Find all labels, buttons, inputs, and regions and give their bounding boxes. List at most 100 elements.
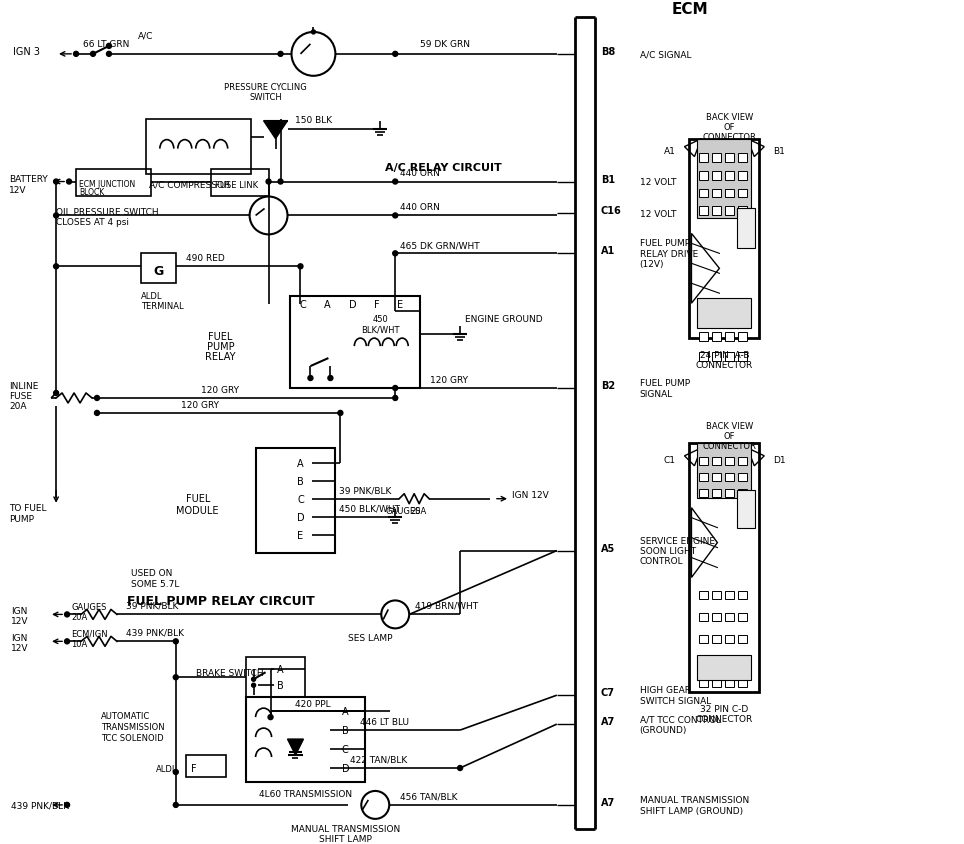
Bar: [211, 170, 269, 197]
Text: MODULE: MODULE: [176, 505, 219, 515]
Text: B: B: [342, 725, 349, 735]
Text: CONNECTOR: CONNECTOR: [696, 360, 753, 369]
Text: A/C COMPRESSOR: A/C COMPRESSOR: [148, 180, 230, 189]
Text: CLOSES AT 4 psi: CLOSES AT 4 psi: [56, 218, 129, 227]
Bar: [697, 139, 751, 219]
Bar: [738, 189, 747, 198]
Bar: [738, 614, 747, 622]
Text: A: A: [278, 664, 283, 674]
Text: IGN 3: IGN 3: [13, 46, 40, 57]
Text: A5: A5: [601, 543, 615, 553]
Circle shape: [392, 386, 398, 391]
Circle shape: [308, 376, 313, 381]
Bar: [700, 154, 709, 162]
Text: D1: D1: [773, 456, 786, 465]
Circle shape: [458, 766, 463, 771]
Bar: [76, 170, 150, 197]
Bar: [725, 473, 735, 481]
Circle shape: [174, 770, 178, 775]
Circle shape: [54, 391, 59, 396]
Text: MANUAL TRANSMISSION
SHIFT LAMP (GROUND): MANUAL TRANSMISSION SHIFT LAMP (GROUND): [639, 795, 749, 814]
Text: IGN: IGN: [12, 633, 28, 642]
Text: ALDL: ALDL: [141, 291, 162, 300]
Bar: [725, 457, 735, 465]
Bar: [712, 313, 721, 322]
Text: 422 TAN/BLK: 422 TAN/BLK: [350, 755, 408, 764]
Text: A: A: [342, 706, 349, 717]
Text: FUSE: FUSE: [10, 392, 32, 401]
Text: FUEL PUMP
RELAY DRIVE
(12V): FUEL PUMP RELAY DRIVE (12V): [639, 239, 698, 269]
Text: 440 ORN: 440 ORN: [400, 169, 441, 178]
Circle shape: [94, 411, 99, 416]
Bar: [737, 209, 755, 249]
Text: 120 GRY: 120 GRY: [181, 401, 219, 410]
Circle shape: [392, 180, 398, 185]
Circle shape: [278, 180, 283, 185]
Polygon shape: [287, 739, 304, 755]
Text: C1: C1: [663, 456, 676, 465]
Text: B2: B2: [601, 381, 615, 391]
Text: 39 PNK/BLK: 39 PNK/BLK: [126, 601, 178, 610]
Text: ALDL: ALDL: [156, 764, 177, 772]
Text: 12V: 12V: [12, 616, 29, 625]
Text: MANUAL TRANSMISSION: MANUAL TRANSMISSION: [291, 825, 400, 833]
Text: D: D: [349, 300, 356, 310]
Bar: [700, 208, 709, 216]
Bar: [725, 189, 735, 198]
Bar: [725, 679, 735, 687]
Text: OF: OF: [724, 432, 736, 441]
Circle shape: [65, 612, 69, 617]
Text: B: B: [297, 476, 304, 486]
Circle shape: [392, 52, 398, 57]
Bar: [712, 657, 721, 665]
Bar: [712, 171, 721, 181]
Circle shape: [174, 675, 178, 680]
Text: 440 ORN: 440 ORN: [400, 203, 441, 212]
Text: C16: C16: [601, 206, 622, 216]
Text: BATTERY: BATTERY: [10, 175, 48, 184]
Text: 419 BRN/WHT: 419 BRN/WHT: [415, 601, 478, 610]
Bar: [697, 443, 751, 498]
Text: OIL PRESSURE SWITCH: OIL PRESSURE SWITCH: [56, 208, 159, 217]
Polygon shape: [263, 122, 287, 139]
Text: 39 PNK/BLK: 39 PNK/BLK: [339, 485, 391, 495]
Circle shape: [392, 214, 398, 219]
Text: 420 PPL: 420 PPL: [296, 699, 331, 708]
Circle shape: [392, 396, 398, 401]
Text: ENGINE GROUND: ENGINE GROUND: [465, 314, 543, 323]
Bar: [738, 333, 747, 342]
Circle shape: [392, 252, 398, 257]
Text: 439 PNK/BLK: 439 PNK/BLK: [126, 628, 184, 637]
Bar: [725, 490, 735, 497]
Bar: [738, 313, 747, 322]
Circle shape: [174, 639, 178, 644]
Bar: [700, 457, 709, 465]
Text: CONNECTOR: CONNECTOR: [703, 133, 757, 142]
Text: GAUGES: GAUGES: [386, 506, 420, 516]
Text: 32 PIN C-D: 32 PIN C-D: [700, 704, 748, 713]
Text: CONNECTOR: CONNECTOR: [703, 441, 757, 451]
Bar: [738, 171, 747, 181]
Text: BLOCK: BLOCK: [79, 187, 104, 197]
Text: TCC SOLENOID: TCC SOLENOID: [101, 733, 164, 742]
Text: B: B: [277, 680, 284, 690]
Bar: [186, 755, 226, 777]
Text: F: F: [374, 300, 380, 310]
Bar: [700, 313, 709, 322]
Text: C: C: [342, 744, 349, 755]
Circle shape: [252, 684, 255, 687]
Bar: [712, 490, 721, 497]
Bar: [725, 657, 735, 665]
Text: ECM: ECM: [671, 3, 708, 18]
Circle shape: [328, 376, 333, 381]
Text: SHIFT LAMP: SHIFT LAMP: [319, 835, 372, 843]
Circle shape: [54, 180, 59, 185]
Bar: [712, 333, 721, 342]
Text: B1: B1: [773, 147, 785, 156]
Bar: [246, 697, 365, 782]
Bar: [725, 154, 735, 162]
Text: SES LAMP: SES LAMP: [348, 633, 392, 642]
Bar: [712, 208, 721, 216]
Text: SOME 5.7L: SOME 5.7L: [131, 579, 179, 588]
Bar: [725, 171, 735, 181]
